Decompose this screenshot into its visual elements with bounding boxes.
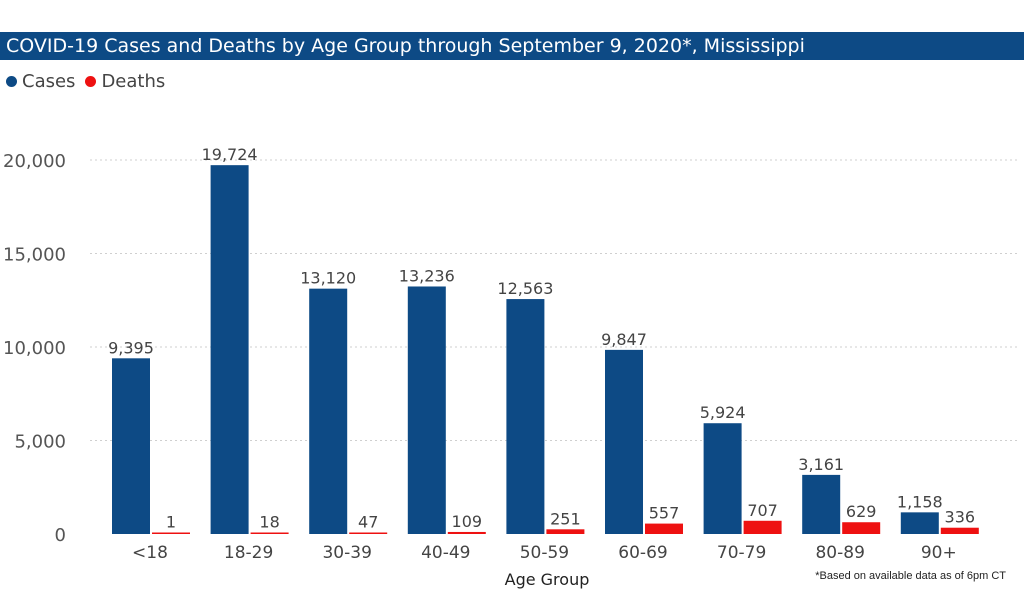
cases-data-label: 12,563 bbox=[497, 279, 553, 298]
deaths-data-label: 1 bbox=[166, 513, 176, 532]
x-tick-label: 40-49 bbox=[421, 543, 470, 563]
deaths-data-label: 707 bbox=[747, 501, 778, 520]
deaths-data-label: 336 bbox=[945, 508, 976, 527]
deaths-bar bbox=[152, 532, 190, 534]
footnote: *Based on available data as of 6pm CT bbox=[815, 570, 1006, 582]
deaths-bar bbox=[842, 522, 881, 534]
cases-bar bbox=[309, 288, 348, 534]
cases-data-label: 9,395 bbox=[108, 338, 154, 357]
cases-data-label: 9,847 bbox=[601, 330, 647, 349]
cases-bar bbox=[210, 165, 249, 534]
y-tick-label: 15,000 bbox=[3, 245, 66, 266]
legend-item-deaths[interactable]: Deaths bbox=[85, 71, 165, 92]
y-tick-label: 0 bbox=[55, 525, 66, 546]
cases-bar bbox=[407, 286, 446, 534]
x-axis-title: Age Group bbox=[505, 570, 590, 589]
cases-data-label: 13,236 bbox=[399, 266, 455, 285]
cases-data-label: 5,924 bbox=[700, 403, 746, 422]
deaths-bar bbox=[349, 532, 388, 534]
y-tick-label: 20,000 bbox=[3, 151, 66, 172]
deaths-bar bbox=[546, 529, 585, 534]
x-tick-label: 18-29 bbox=[224, 543, 273, 563]
cases-data-label: 13,120 bbox=[300, 269, 356, 288]
x-tick-label: 70-79 bbox=[717, 543, 766, 563]
x-tick-label: 30-39 bbox=[322, 543, 371, 563]
deaths-bar bbox=[250, 532, 289, 534]
x-tick-label: 50-59 bbox=[520, 543, 569, 563]
title-bar: COVID-19 Cases and Deaths by Age Group t… bbox=[0, 32, 1024, 60]
legend-item-cases[interactable]: Cases bbox=[6, 71, 75, 92]
y-tick-label: 5,000 bbox=[14, 432, 66, 453]
cases-bar bbox=[802, 474, 841, 534]
y-tick-label: 10,000 bbox=[3, 338, 66, 359]
deaths-data-label: 109 bbox=[452, 512, 483, 531]
deaths-bar bbox=[447, 531, 486, 534]
x-tick-label: 80-89 bbox=[815, 543, 864, 563]
deaths-data-label: 251 bbox=[550, 509, 581, 528]
cases-bar bbox=[703, 423, 742, 534]
cases-bar bbox=[900, 512, 939, 534]
deaths-data-label: 557 bbox=[649, 504, 680, 523]
chart-title: COVID-19 Cases and Deaths by Age Group t… bbox=[6, 35, 805, 57]
legend-cases-label: Cases bbox=[22, 70, 76, 92]
legend-deaths-dot bbox=[85, 75, 97, 87]
deaths-bar bbox=[743, 520, 782, 534]
deaths-data-label: 18 bbox=[259, 513, 279, 532]
x-tick-label: 60-69 bbox=[618, 543, 667, 563]
legend: Cases Deaths bbox=[6, 68, 175, 94]
x-tick-label: 90+ bbox=[921, 543, 957, 563]
cases-data-label: 3,161 bbox=[798, 455, 844, 474]
deaths-data-label: 47 bbox=[358, 513, 378, 532]
cases-bar bbox=[506, 299, 545, 534]
cases-data-label: 19,724 bbox=[202, 145, 258, 164]
deaths-data-label: 629 bbox=[846, 502, 877, 521]
cases-bar bbox=[112, 358, 150, 534]
deaths-bar bbox=[645, 523, 683, 534]
cases-bar bbox=[605, 349, 643, 534]
legend-cases-dot bbox=[6, 75, 17, 87]
cases-data-label: 1,158 bbox=[897, 492, 943, 511]
x-tick-label: <18 bbox=[132, 543, 168, 563]
deaths-bar bbox=[940, 527, 979, 534]
legend-deaths-label: Deaths bbox=[101, 70, 166, 92]
